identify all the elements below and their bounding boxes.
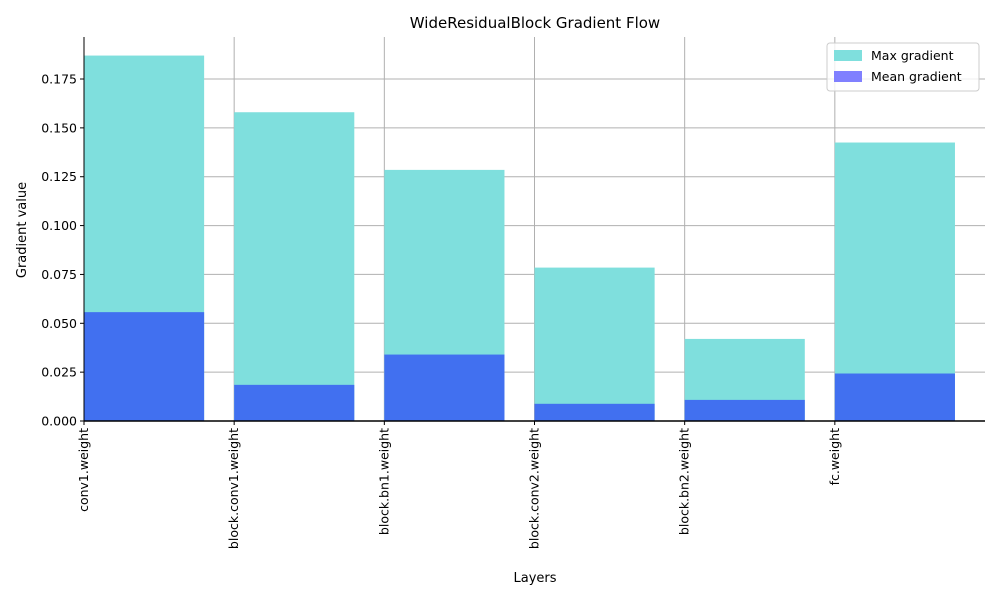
y-axis-label: Gradient value <box>15 182 30 278</box>
mean-gradient-bar-4 <box>684 399 805 421</box>
y-tick-label-3: 0.075 <box>41 267 77 282</box>
mean-gradient-bars <box>84 312 955 421</box>
y-tick-label-7: 0.175 <box>41 72 77 87</box>
legend-swatch-mean <box>834 71 862 82</box>
x-tick-label-2: block.bn1.weight <box>376 428 391 535</box>
x-tick-label-4: block.bn2.weight <box>677 428 692 535</box>
legend-frame <box>826 42 980 92</box>
mean-gradient-bar-1 <box>234 384 355 421</box>
y-tick-label-0: 0.000 <box>41 414 77 429</box>
legend-swatch-max <box>834 50 862 61</box>
y-tick-label-1: 0.025 <box>41 365 77 380</box>
x-tick-label-5: fc.weight <box>827 428 842 485</box>
x-tick-label-0: conv1.weight <box>76 428 91 512</box>
x-tick-label-3: block.conv2.weight <box>527 428 542 549</box>
max-gradient-bar-1 <box>234 112 355 422</box>
max-gradient-bar-3 <box>534 267 655 421</box>
legend-label-max: Max gradient <box>871 48 954 63</box>
x-axis-label: Layers <box>513 571 556 586</box>
chart-title: WideResidualBlock Gradient Flow <box>410 14 660 32</box>
mean-gradient-bar-3 <box>534 403 655 421</box>
mean-gradient-bar-2 <box>384 354 505 421</box>
y-tick-label-2: 0.050 <box>41 316 77 331</box>
mean-gradient-bar-0 <box>84 312 205 421</box>
mean-gradient-bar-5 <box>834 373 955 421</box>
max-gradient-bars <box>84 55 955 422</box>
x-tick-label-1: block.conv1.weight <box>226 428 241 549</box>
y-tick-label-4: 0.100 <box>41 218 77 233</box>
y-tick-label-6: 0.150 <box>41 120 77 135</box>
legend: Max gradient Mean gradient <box>826 42 980 92</box>
x-tick-labels: conv1.weight block.conv1.weight block.bn1.… <box>76 421 842 549</box>
y-tick-labels: 0.000 0.025 0.050 0.075 0.100 0.125 0.150 0.175 <box>41 72 84 429</box>
legend-label-mean: Mean gradient <box>871 69 962 84</box>
y-tick-label-5: 0.125 <box>41 169 77 184</box>
